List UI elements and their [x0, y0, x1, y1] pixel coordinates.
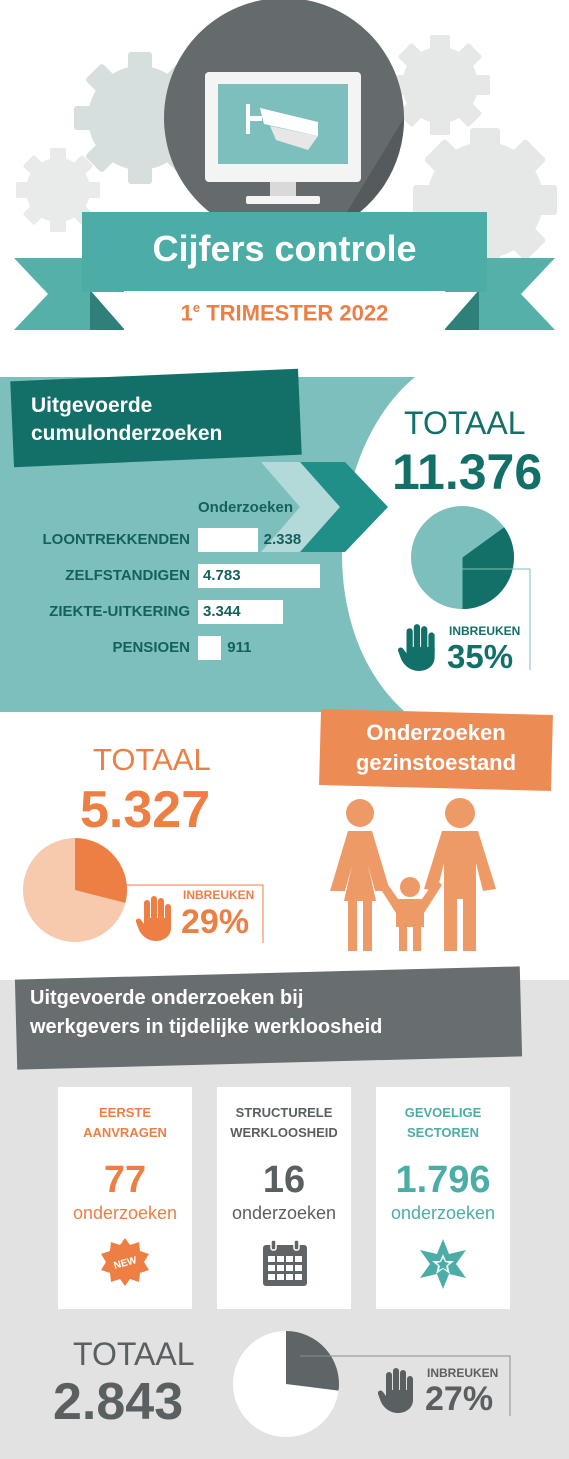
cumul-violations-value: 35% — [447, 638, 514, 675]
bar-value-label: 4.783 — [203, 567, 241, 584]
werkgevers-total-value: 2.843 — [53, 1373, 184, 1431]
cumul-bar-chart: LOONTREKKENDEN 2.338 ZELFSTANDIGEN 4.783 ZIE… — [0, 528, 340, 668]
werkgevers-violations-value: 27% — [425, 1380, 494, 1418]
werkgevers-total-label: TOTAAL — [73, 1336, 195, 1372]
gezin-total-label: TOTAAL — [93, 742, 211, 777]
gear-icon — [413, 128, 557, 272]
bar-value-label: 911 — [227, 639, 252, 656]
calendar-icon — [263, 1239, 307, 1286]
bar — [198, 528, 258, 552]
card-number: 16 — [262, 1159, 306, 1201]
gezin-total-value: 5.327 — [80, 781, 211, 839]
page-title: Cijfers controle — [152, 228, 417, 269]
card-number: 1.796 — [395, 1159, 491, 1201]
hand-icon — [136, 896, 171, 941]
cumul-heading-line2: cumulonderzoeken — [31, 422, 223, 445]
new-badge-icon: NEW — [101, 1238, 149, 1286]
gezin-violations-label: INBREUKEN — [183, 888, 255, 902]
gear-icon — [390, 35, 490, 135]
card-unit: onderzoeken — [72, 1203, 178, 1223]
hand-icon — [378, 1368, 413, 1413]
star-icon — [420, 1239, 466, 1289]
bar — [198, 636, 222, 660]
card-line2: SECTOREN — [407, 1125, 479, 1140]
bar-value-label: 3.344 — [203, 603, 241, 620]
card-gevoelige-sectoren: GEVOELIGE SECTOREN 1.796 onderzoeken — [376, 1087, 510, 1309]
cumul-heading-line1: Uitgevoerde — [31, 394, 153, 417]
header-illustration — [14, 0, 557, 335]
gezin-pie-chart — [23, 838, 127, 942]
card-unit: onderzoeken — [390, 1203, 496, 1223]
card-number: 77 — [103, 1159, 147, 1201]
bar-category-label: PENSIOEN — [112, 639, 190, 656]
surveillance-camera-icon — [205, 72, 361, 204]
title-ribbon — [82, 212, 487, 292]
page-subtitle: 1e TRIMESTER 2022 — [180, 300, 389, 326]
cumul-total-value: 11.376 — [392, 444, 543, 500]
card-line1: EERSTE — [98, 1105, 151, 1120]
gezin-heading-line2: gezinstoestand — [355, 750, 517, 775]
gezin-violations-value: 29% — [181, 903, 250, 941]
cumul-pie-leader — [460, 568, 531, 670]
card-line1: STRUCTURELE — [235, 1105, 333, 1120]
gezin-heading-line1: Onderzoeken — [366, 720, 506, 745]
werkgevers-pie-chart — [233, 1331, 339, 1437]
cumul-pie-chart — [411, 506, 514, 609]
cumul-total-label: TOTAAL — [404, 405, 526, 441]
cumul-violations-label: INBREUKEN — [449, 624, 521, 638]
pie-slice-violations — [75, 838, 127, 903]
hand-icon — [398, 624, 435, 671]
bar-column-header: Onderzoeken — [198, 499, 294, 516]
werkgevers-heading-line1: Uitgevoerde onderzoeken bij — [30, 987, 304, 1009]
pie-slice-violations — [462, 527, 514, 609]
bar-category-label: ZIEKTE-UITKERING — [49, 603, 190, 620]
bar-value-label: 2.338 — [263, 531, 302, 548]
werkgevers-violations-label: INBREUKEN — [427, 1366, 499, 1380]
card-line2: WERKLOOSHEID — [230, 1125, 338, 1140]
card-unit: onderzoeken — [231, 1203, 337, 1223]
card-line1: GEVOELIGE — [404, 1105, 482, 1120]
gezin-pie-leader — [85, 884, 264, 943]
card-eerste-aanvragen: EERSTE AANVRAGEN 77 onderzoeken NEW — [58, 1087, 192, 1309]
bar — [198, 564, 320, 588]
card-structurele-werkloosheid: STRUCTURELE WERKLOOSHEID 16 onderzoeken — [217, 1087, 351, 1309]
pie-slice-violations — [286, 1331, 339, 1391]
werkgevers-heading-line2: werkgevers in tijdelijke werkloosheid — [30, 1016, 383, 1038]
family-icon — [330, 798, 496, 951]
card-line2: AANVRAGEN — [83, 1125, 167, 1140]
gear-icon — [16, 148, 100, 232]
bar — [198, 600, 284, 624]
werkgevers-pie-leader — [300, 1355, 511, 1416]
bar-category-label: LOONTREKKENDEN — [42, 531, 190, 548]
bar-category-label: ZELFSTANDIGEN — [65, 567, 190, 584]
